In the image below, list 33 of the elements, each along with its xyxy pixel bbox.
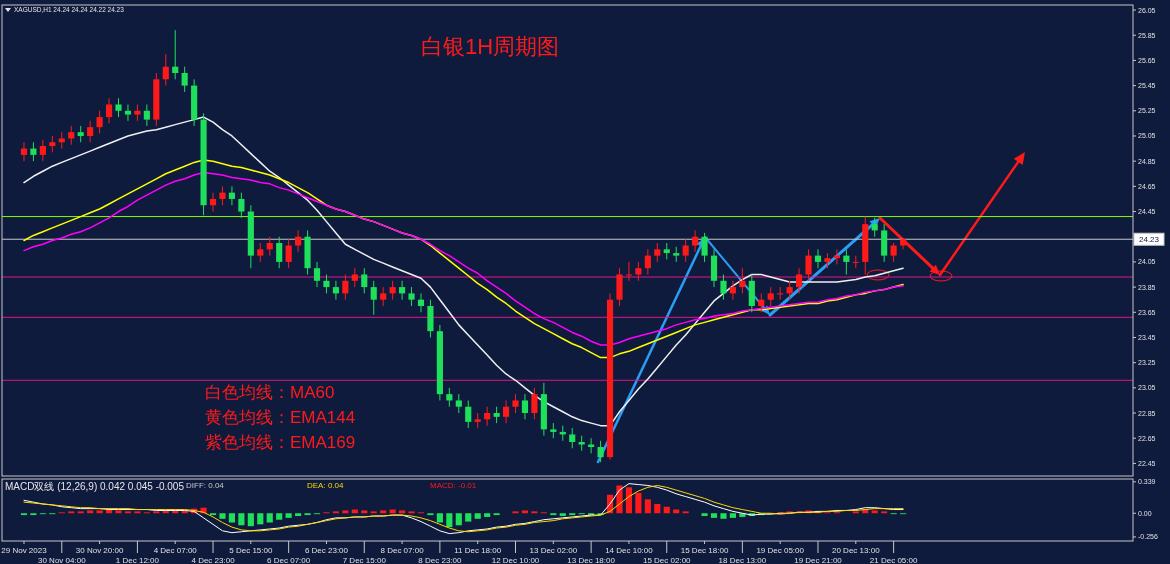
x-tick-label: 5 Dec 15:00 [229,545,273,555]
x-tick-label: 6 Dec 07:00 [267,555,311,564]
annotation: DIFF: 0.04 [186,481,225,491]
x-tick-label: 6 Dec 23:00 [304,545,349,555]
annotation: 黄色均线：EMA144 [205,408,356,428]
x-tick-label: 15 Dec 18:00 [680,545,729,555]
x-tick-label: 13 Dec 18:00 [567,555,616,564]
x-tick-label: 13 Dec 02:00 [529,545,578,555]
x-tick-label: 11 Dec 18:00 [454,545,502,555]
annotation: MACD双线 (12,26,9) 0.042 0.045 -0.005 [5,480,185,492]
x-tick-label: 20 Dec 13:00 [832,545,881,555]
x-tick-label: 19 Dec 21:00 [794,555,843,564]
x-tick-label: 4 Dec 23:00 [191,555,236,564]
text: 白银1H周期图 [420,33,560,59]
annotation: 白色均线：MA60 [205,383,335,403]
x-tick-label: 18 Dec 13:00 [718,555,767,564]
x-tick-label: 30 Nov 04:00 [37,555,87,564]
x-tick-label: 19 Dec 05:00 [756,545,805,555]
x-tick-label: 7 Dec 15:00 [342,555,387,564]
x-tick-label: 30 Nov 20:00 [75,545,124,555]
x-tick-label: 15 Dec 02:00 [642,555,692,564]
x-tick-label: 14 Dec 10:00 [605,545,654,555]
annotation: 紫色均线：EMA169 [205,433,356,453]
annotation: MACD: -0.01 [430,481,477,491]
x-tick-label: 1 Dec 12:00 [115,555,160,564]
x-tick-label: 8 Dec 07:00 [380,545,425,555]
x-tick-label: 4 Dec 07:00 [153,545,198,555]
x-tick-label: 12 Dec 10:00 [491,555,540,564]
x-tick-label: 8 Dec 23:00 [418,555,463,564]
annotation: DEA: 0.04 [307,481,345,491]
ref-line-label: 24.23 [1138,234,1160,244]
x-tick-label: 21 Dec 05:00 [869,555,918,564]
x-tick-label: 29 Nov 2023 [1,545,48,555]
